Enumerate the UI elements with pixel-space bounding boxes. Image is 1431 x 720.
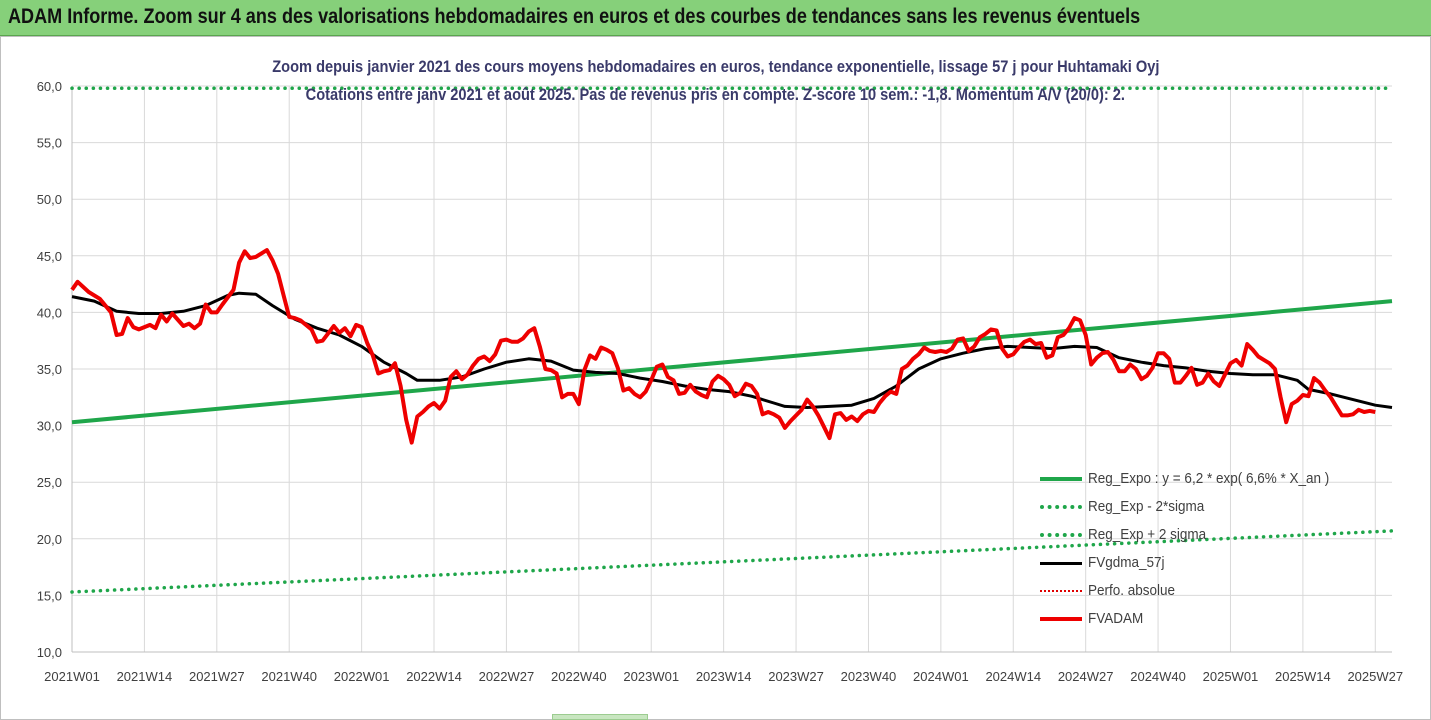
series-line-fvadam: [70, 248, 1376, 445]
y-tick-label: 30,0: [37, 419, 62, 434]
chart-subtitle-container: Cotations entre janv 2021 et août 2025. …: [0, 85, 1431, 105]
x-tick-label: 2023W01: [623, 669, 679, 684]
x-tick-label: 2022W01: [334, 669, 390, 684]
y-tick-label: 35,0: [37, 362, 62, 377]
x-tick-label: 2023W27: [768, 669, 824, 684]
legend-label: FVADAM: [1088, 610, 1144, 627]
x-tick-label: 2025W14: [1275, 669, 1331, 684]
y-tick-label: 40,0: [37, 305, 62, 320]
x-tick-label: 2022W40: [551, 669, 607, 684]
x-tick-label: 2025W27: [1347, 669, 1403, 684]
x-tick-label: 2025W01: [1203, 669, 1259, 684]
y-tick-label: 50,0: [37, 192, 62, 207]
series-line-reg-expo-y-6-2-exp-6-6-x-an: [71, 299, 1393, 425]
x-tick-label: 2021W27: [189, 669, 245, 684]
legend-swatch: [1040, 533, 1082, 537]
y-tick-label: 25,0: [37, 475, 62, 490]
chart-title-container: Zoom depuis janvier 2021 des cours moyen…: [0, 57, 1431, 77]
x-tick-label: 2023W14: [696, 669, 752, 684]
report-title: ADAM Informe. Zoom sur 4 ans des valoris…: [8, 5, 1141, 28]
legend-label: Reg_Exp - 2*sigma: [1088, 498, 1205, 515]
legend-swatch: [1040, 617, 1082, 621]
y-tick-label: 20,0: [37, 532, 62, 547]
legend-label: Reg_Exp + 2 sigma: [1088, 526, 1207, 543]
series-line-reg-exp-2-sigma: [70, 529, 1394, 594]
x-tick-label: 2024W27: [1058, 669, 1114, 684]
legend-label: Reg_Expo : y = 6,2 * exp( 6,6% * X_an ): [1088, 470, 1330, 487]
y-tick-label: 10,0: [37, 645, 62, 660]
legend-label: FVgdma_57j: [1088, 554, 1165, 571]
x-tick-label: 2024W01: [913, 669, 969, 684]
legend-label: Perfo. absolue: [1088, 582, 1176, 599]
y-tick-label: 15,0: [37, 588, 62, 603]
x-tick-label: 2022W27: [479, 669, 535, 684]
x-tick-label: 2021W01: [44, 669, 100, 684]
legend-swatch: [1040, 505, 1082, 509]
x-tick-label: 2021W40: [261, 669, 317, 684]
chart-title: Zoom depuis janvier 2021 des cours moyen…: [271, 57, 1160, 76]
series-line-fvgdma-57j: [71, 291, 1393, 409]
x-tick-label: 2023W40: [841, 669, 897, 684]
sheet-tab-indicator: [552, 714, 648, 720]
x-tick-label: 2021W14: [117, 669, 173, 684]
x-tick-label: 2024W14: [985, 669, 1041, 684]
legend-swatch: [1040, 562, 1082, 565]
legend-swatch: [1040, 477, 1082, 481]
x-tick-label: 2024W40: [1130, 669, 1186, 684]
chart-subtitle: Cotations entre janv 2021 et août 2025. …: [305, 85, 1126, 104]
legend-swatch: [1040, 590, 1082, 592]
y-tick-label: 60,0: [37, 79, 62, 94]
y-tick-label: 45,0: [37, 249, 62, 264]
report-banner: ADAM Informe. Zoom sur 4 ans des valoris…: [0, 0, 1431, 36]
x-tick-label: 2022W14: [406, 669, 462, 684]
y-tick-label: 55,0: [37, 136, 62, 151]
